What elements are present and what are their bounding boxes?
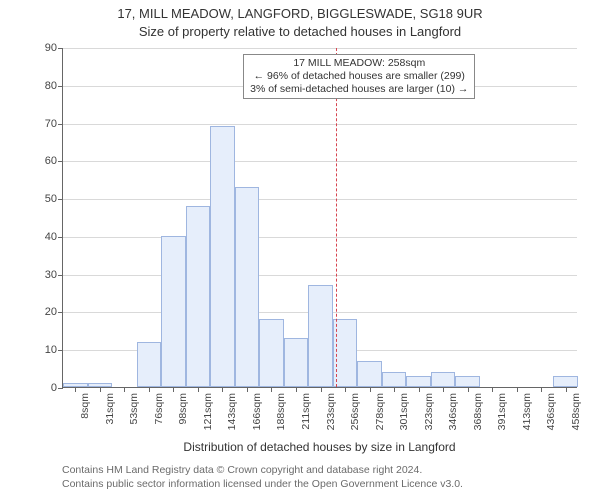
xtick-label: 323sqm xyxy=(423,393,435,430)
histogram-bar xyxy=(235,187,260,387)
ytick-mark xyxy=(58,237,63,238)
xtick-mark xyxy=(296,387,297,392)
xtick-label: 233sqm xyxy=(325,393,337,430)
ytick-label: 30 xyxy=(45,269,57,281)
xtick-mark xyxy=(443,387,444,392)
ytick-mark xyxy=(58,124,63,125)
histogram-bar xyxy=(382,372,407,387)
ytick-mark xyxy=(58,86,63,87)
xtick-label: 121sqm xyxy=(202,393,214,430)
histogram-bar xyxy=(259,319,284,387)
xtick-label: 346sqm xyxy=(447,393,459,430)
xtick-mark xyxy=(492,387,493,392)
ytick-mark xyxy=(58,48,63,49)
ytick-label: 90 xyxy=(45,42,57,54)
ytick-label: 40 xyxy=(45,231,57,243)
xtick-mark xyxy=(124,387,125,392)
ytick-mark xyxy=(58,275,63,276)
ytick-label: 60 xyxy=(45,155,57,167)
ytick-mark xyxy=(58,350,63,351)
histogram-bar xyxy=(137,342,162,387)
ytick-mark xyxy=(58,161,63,162)
xtick-mark xyxy=(517,387,518,392)
xtick-label: 301sqm xyxy=(398,393,410,430)
xtick-mark xyxy=(198,387,199,392)
xtick-label: 436sqm xyxy=(545,393,557,430)
xtick-mark xyxy=(222,387,223,392)
gridline xyxy=(63,199,577,200)
xtick-mark xyxy=(468,387,469,392)
xtick-label: 278sqm xyxy=(374,393,386,430)
ytick-label: 10 xyxy=(45,344,57,356)
histogram-bar xyxy=(284,338,309,387)
xtick-mark xyxy=(247,387,248,392)
histogram-bar xyxy=(186,206,211,387)
xtick-label: 98sqm xyxy=(177,393,189,425)
xtick-label: 31sqm xyxy=(104,393,116,425)
xtick-mark xyxy=(566,387,567,392)
histogram-bar xyxy=(431,372,456,387)
xtick-label: 53sqm xyxy=(128,393,140,425)
xtick-label: 256sqm xyxy=(349,393,361,430)
xtick-mark xyxy=(419,387,420,392)
chart-plot-area: 01020304050607080908sqm31sqm53sqm76sqm98… xyxy=(62,48,577,388)
xtick-mark xyxy=(394,387,395,392)
histogram-bar xyxy=(357,361,382,387)
xtick-mark xyxy=(370,387,371,392)
xtick-label: 8sqm xyxy=(79,393,91,419)
page-title-sub: Size of property relative to detached ho… xyxy=(0,24,600,39)
x-axis-label: Distribution of detached houses by size … xyxy=(62,440,577,454)
ytick-mark xyxy=(58,199,63,200)
page-title-address: 17, MILL MEADOW, LANGFORD, BIGGLESWADE, … xyxy=(0,6,600,21)
gridline xyxy=(63,124,577,125)
ytick-mark xyxy=(58,388,63,389)
ytick-label: 80 xyxy=(45,80,57,92)
footer-line-1: Contains HM Land Registry data © Crown c… xyxy=(62,464,422,476)
histogram-bar xyxy=(406,376,431,387)
histogram-bar xyxy=(553,376,578,387)
xtick-mark xyxy=(173,387,174,392)
xtick-label: 368sqm xyxy=(472,393,484,430)
ytick-mark xyxy=(58,312,63,313)
annotation-line: 3% of semi-detached houses are larger (1… xyxy=(250,83,468,96)
xtick-label: 143sqm xyxy=(226,393,238,430)
xtick-label: 391sqm xyxy=(496,393,508,430)
xtick-mark xyxy=(100,387,101,392)
annotation-box: 17 MILL MEADOW: 258sqm← 96% of detached … xyxy=(243,54,475,99)
gridline xyxy=(63,237,577,238)
xtick-label: 76sqm xyxy=(153,393,165,425)
xtick-mark xyxy=(541,387,542,392)
xtick-mark xyxy=(149,387,150,392)
annotation-line: 17 MILL MEADOW: 258sqm xyxy=(250,57,468,70)
xtick-mark xyxy=(75,387,76,392)
ytick-label: 0 xyxy=(51,382,57,394)
xtick-label: 188sqm xyxy=(275,393,287,430)
gridline xyxy=(63,161,577,162)
xtick-mark xyxy=(271,387,272,392)
histogram-bar xyxy=(161,236,186,387)
histogram-bar xyxy=(210,126,235,387)
xtick-mark xyxy=(345,387,346,392)
xtick-mark xyxy=(321,387,322,392)
ytick-label: 50 xyxy=(45,193,57,205)
histogram-bar xyxy=(308,285,333,387)
gridline xyxy=(63,48,577,49)
ytick-label: 70 xyxy=(45,118,57,130)
ytick-label: 20 xyxy=(45,306,57,318)
gridline xyxy=(63,275,577,276)
histogram-bar xyxy=(455,376,480,387)
xtick-label: 458sqm xyxy=(570,393,582,430)
xtick-label: 211sqm xyxy=(300,393,312,430)
xtick-label: 166sqm xyxy=(251,393,263,430)
footer-line-2: Contains public sector information licen… xyxy=(62,478,463,490)
xtick-label: 413sqm xyxy=(521,393,533,430)
annotation-line: ← 96% of detached houses are smaller (29… xyxy=(250,70,468,83)
